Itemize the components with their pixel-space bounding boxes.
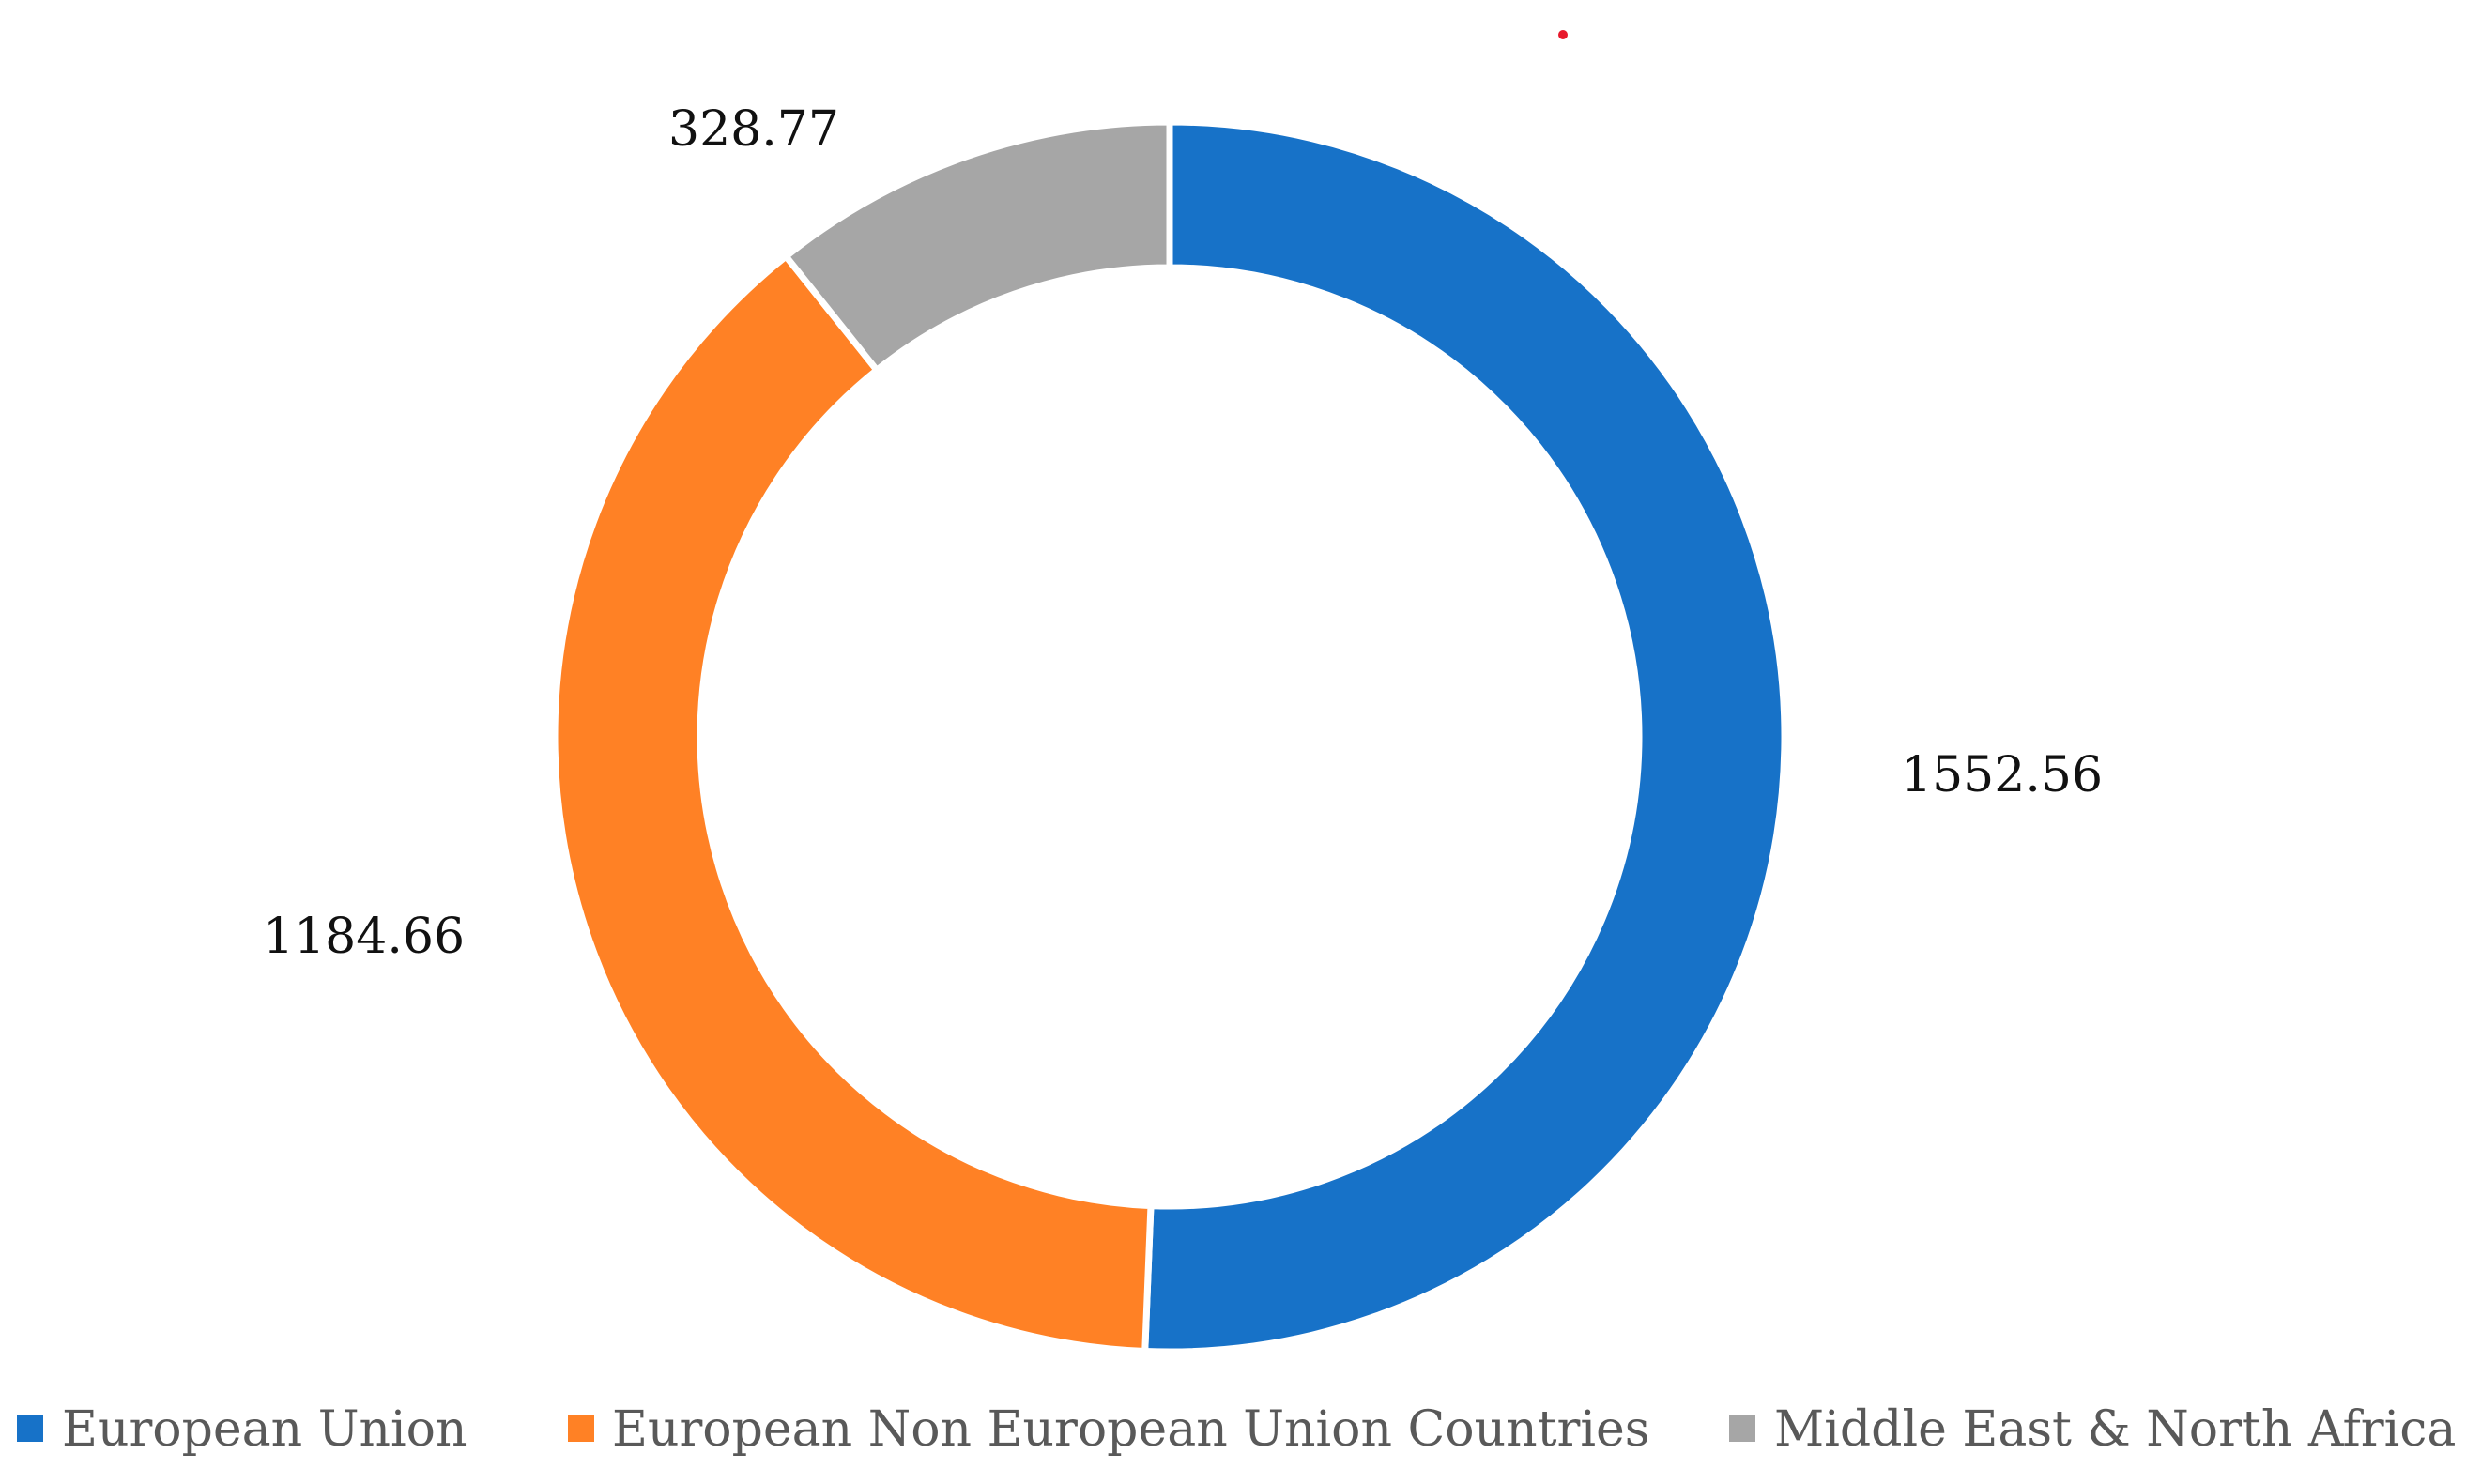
legend-swatch-european-union (17, 1415, 43, 1442)
slice-mena[interactable] (781, 118, 1173, 375)
legend: European Union European Non European Uni… (17, 1401, 2456, 1458)
legend-swatch-european-non-eu (568, 1415, 594, 1442)
legend-item-mena[interactable]: Middle East & North Africa (1729, 1401, 2456, 1458)
legend-swatch-mena (1729, 1415, 1755, 1442)
legend-item-european-non-eu[interactable]: European Non European Union Countries (568, 1401, 1649, 1458)
slice-value-label-european-union: 1552.56 (1901, 747, 2103, 803)
slice-value-label-mena: 328.77 (668, 101, 839, 158)
legend-item-european-union[interactable]: European Union (17, 1401, 467, 1458)
stray-dot (1558, 30, 1568, 39)
legend-label-mena: Middle East & North Africa (1774, 1401, 2456, 1458)
legend-label-european-non-eu: European Non European Union Countries (612, 1401, 1649, 1458)
slice-european-non-eu[interactable] (551, 252, 1155, 1355)
chart-slices (551, 118, 1788, 1355)
slice-value-label-european-non-eu: 1184.66 (263, 909, 465, 965)
legend-label-european-union: European Union (62, 1401, 467, 1458)
slice-european-union[interactable] (1141, 118, 1788, 1355)
